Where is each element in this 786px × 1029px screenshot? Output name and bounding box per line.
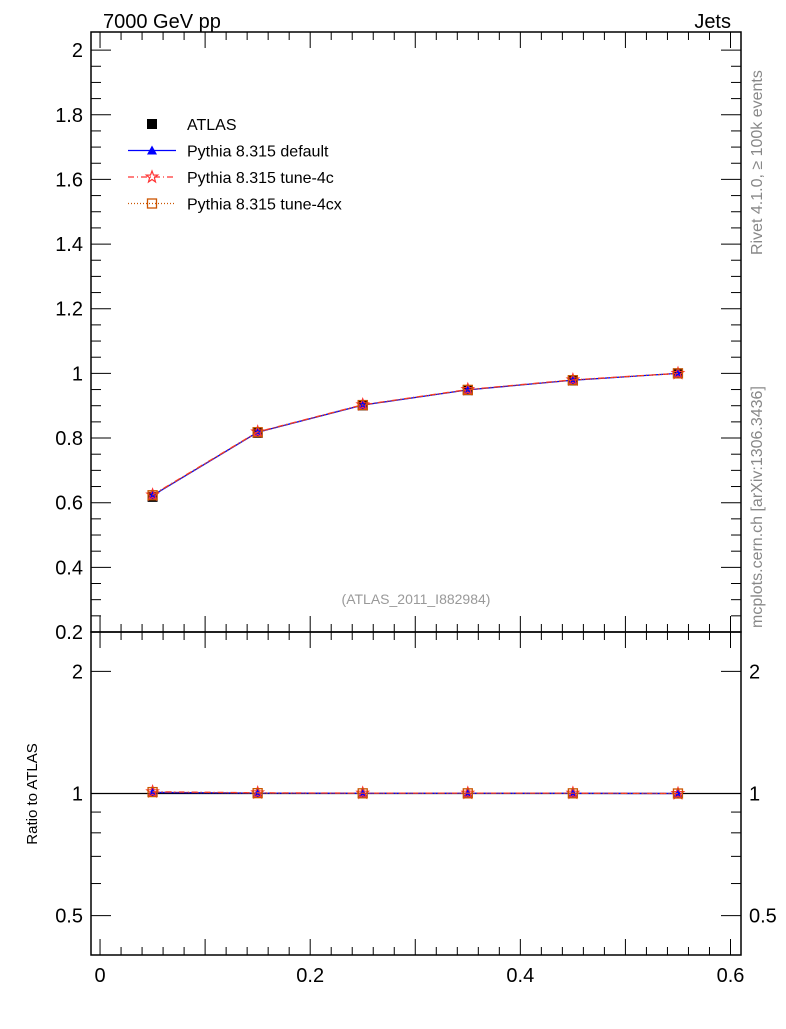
data-point: [672, 368, 684, 379]
legend-marker: [146, 198, 158, 209]
y-tick-label: 1.8: [55, 105, 83, 127]
legend-marker: [147, 119, 157, 129]
legend-marker: [147, 145, 157, 155]
series-pythia-8-315-tune-4cx: [147, 368, 684, 501]
legend-item: Pythia 8.315 tune-4cx: [128, 197, 342, 214]
x-tick-label: 0.4: [506, 965, 534, 987]
y-tick-label: 1.4: [55, 234, 83, 256]
ratio-y-tick-label: 0.5: [749, 906, 777, 928]
data-point: [252, 427, 263, 438]
y-tick-label: 1.6: [55, 169, 83, 191]
y-tick-label: 0.4: [55, 557, 83, 579]
ratio-point: [357, 788, 368, 799]
y-tick-label: 0.6: [55, 493, 83, 515]
ratio-line: [152, 791, 678, 795]
series-line: [152, 372, 678, 497]
ratio-y-tick-label: 2: [72, 661, 83, 683]
ratio-series-pythia-8-315-tune-4cx: [147, 786, 684, 799]
data-point: [567, 375, 579, 386]
ratio-y-tick-label: 0.5: [55, 906, 83, 928]
ratio-point: [567, 788, 579, 799]
data-point: [462, 384, 473, 396]
ratio-point: [462, 788, 473, 799]
ratio-ylabel: Ratio to ATLAS: [24, 743, 41, 844]
series-pythia-8-315-default: [147, 368, 683, 500]
ratio-y-tick-label: 2: [749, 661, 760, 683]
data-point: [357, 399, 368, 411]
legend-item: Pythia 8.315 tune-4c: [128, 169, 334, 187]
data-point: [147, 490, 158, 501]
x-tick-label: 0.2: [296, 965, 324, 987]
y-tick-label: 1: [72, 363, 83, 385]
ratio-point: [672, 788, 684, 799]
analysis-id: (ATLAS_2011_I882984): [342, 591, 491, 607]
legend-item: Pythia 8.315 default: [128, 144, 329, 161]
legend-marker: [144, 169, 160, 184]
series-atlas: [147, 368, 683, 502]
legend-label: Pythia 8.315 tune-4c: [187, 170, 334, 187]
legend-label: Pythia 8.315 default: [187, 144, 329, 161]
legend-item: ATLAS: [147, 117, 237, 134]
x-tick-label: 0.6: [717, 965, 745, 987]
mcplots-label: mcplots.cern.ch [arXiv:1306.3436]: [749, 386, 766, 628]
legend-label: ATLAS: [187, 117, 237, 134]
series-pythia-8-315-tune-4c: [145, 365, 686, 502]
series-line: [152, 372, 678, 496]
ratio-y-tick-label: 1: [72, 784, 83, 806]
ratio-point: [147, 786, 158, 798]
series-line: [152, 372, 678, 496]
ratio-point: [252, 787, 263, 799]
header-left: 7000 GeV pp: [103, 11, 221, 33]
x-tick-label: 0: [94, 965, 105, 987]
rivet-label: Rivet 4.1.0, ≥ 100k events: [749, 70, 766, 255]
header-right: Jets: [694, 11, 731, 33]
ratio-series-pythia-8-315-tune-4c: [145, 783, 686, 800]
y-tick-label: 0.8: [55, 428, 83, 450]
y-tick-label: 2: [72, 40, 83, 62]
ratio-y-tick-label: 1: [749, 784, 760, 806]
y-tick-label: 0.2: [55, 622, 83, 644]
y-tick-label: 1.2: [55, 299, 83, 321]
legend-label: Pythia 8.315 tune-4cx: [187, 197, 342, 214]
